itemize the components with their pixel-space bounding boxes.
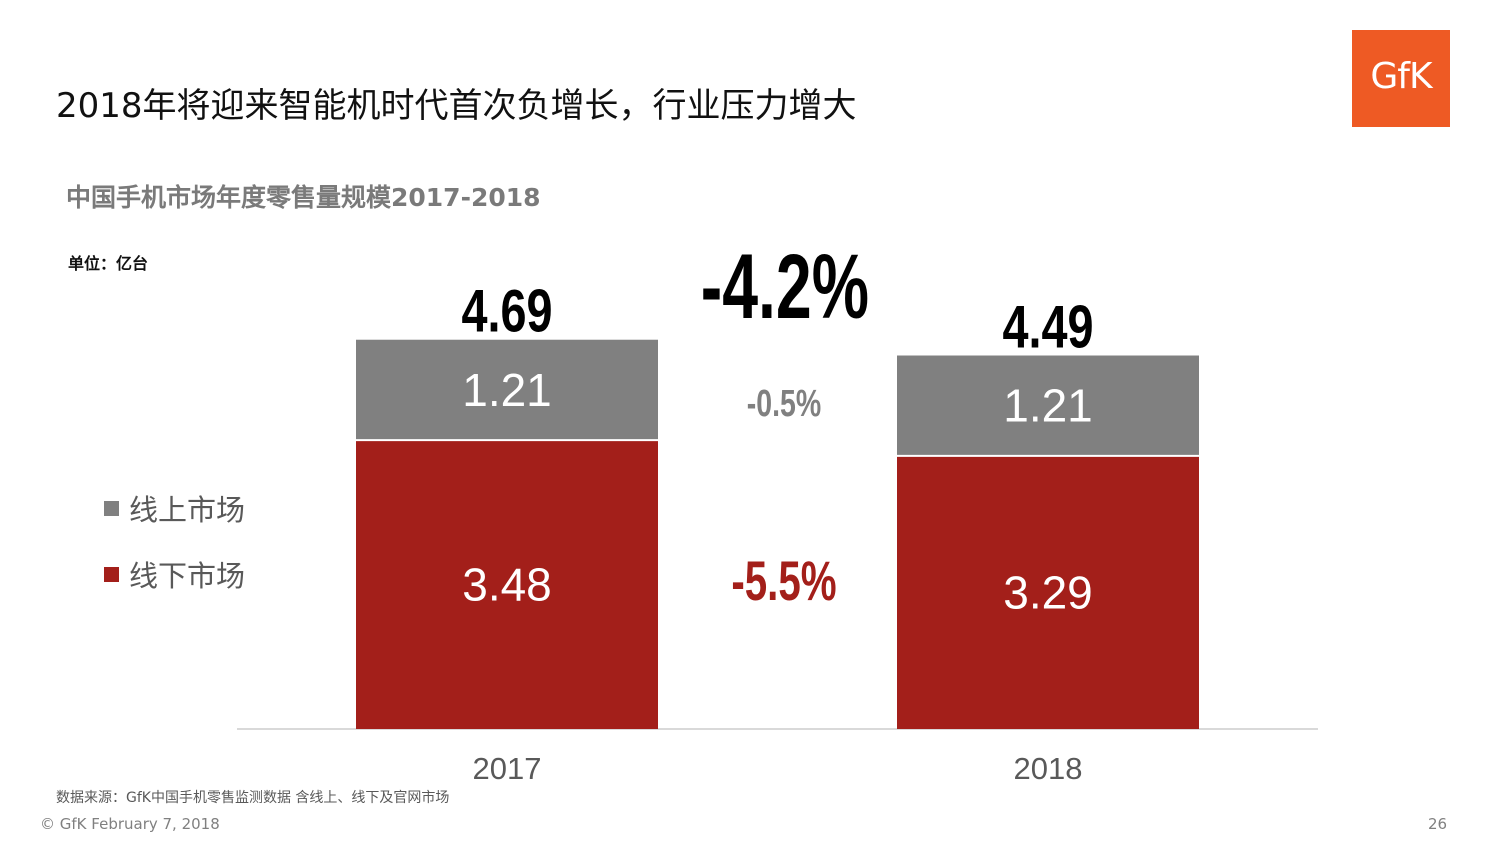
logo-text: GfK: [1370, 56, 1432, 97]
growth-offline-label: -5.5%: [731, 551, 836, 613]
growth-total-label: -4.2%: [701, 235, 869, 338]
legend-item-online: 线上市场: [104, 486, 245, 530]
x-tick-2018: 2018: [1014, 751, 1083, 786]
legend-swatch-offline: [104, 566, 119, 582]
footer-copyright: © GfK February 7, 2018: [40, 815, 220, 833]
growth-online-label: -0.5%: [747, 383, 821, 425]
value-label-2018-offline: 3.29: [1003, 566, 1093, 618]
slide-title: 2018年将迎来智能机时代首次负增长，行业压力增大: [56, 86, 857, 126]
page-number: 26: [1428, 815, 1448, 833]
bar-2018-online: [897, 355, 1199, 456]
legend-item-offline: 线下市场: [104, 552, 245, 596]
total-label-2018: 4.49: [1002, 294, 1093, 361]
legend-label-offline: 线下市场: [129, 559, 246, 593]
total-label-2017: 4.69: [461, 278, 552, 345]
value-label-2017-offline: 3.48: [462, 559, 552, 611]
chart-title: 中国手机市场年度零售量规模2017-2018: [66, 183, 541, 212]
chart-legend: 线上市场 线下市场: [104, 486, 245, 618]
value-label-2018-online: 1.21: [1003, 380, 1093, 432]
gfk-logo: GfK: [1352, 30, 1450, 127]
unit-label: 单位：亿台: [68, 254, 149, 273]
bar-2017-online: [356, 339, 658, 441]
x-tick-2017: 2017: [473, 751, 542, 786]
bar-2017-offline: [356, 440, 658, 729]
legend-swatch-online: [104, 500, 119, 516]
value-label-2017-online: 1.21: [462, 364, 552, 416]
legend-label-online: 线上市场: [129, 493, 246, 527]
data-source-note: 数据来源：GfK中国手机零售监测数据 含线上、线下及官网市场: [56, 790, 450, 806]
bar-2018-offline: [897, 455, 1199, 729]
